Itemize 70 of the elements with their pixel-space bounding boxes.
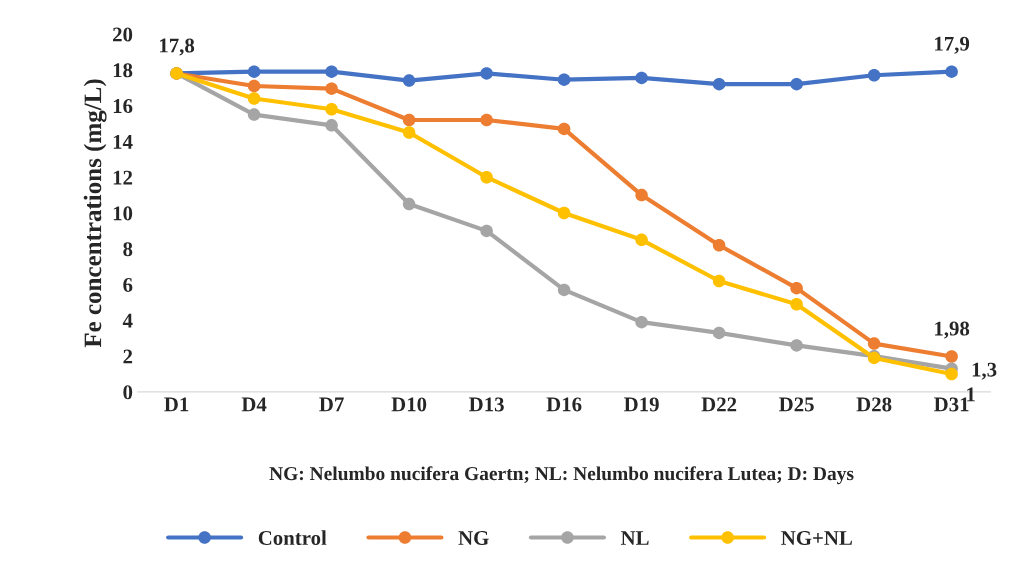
point xyxy=(480,67,493,80)
y-tick-label: 2 xyxy=(123,349,133,364)
y-axis-title: Fe concentrations (mg/L) xyxy=(83,79,107,348)
point xyxy=(790,339,803,352)
point xyxy=(945,367,958,381)
point xyxy=(480,170,493,184)
point xyxy=(635,71,648,85)
x-tick-label: D1 xyxy=(164,397,189,412)
point xyxy=(325,82,338,95)
point xyxy=(635,188,648,202)
point xyxy=(247,79,261,93)
point xyxy=(247,92,261,105)
point xyxy=(247,65,261,78)
x-tick-label: D25 xyxy=(779,397,814,412)
legend-label: NG xyxy=(458,531,489,546)
point xyxy=(790,281,803,295)
y-tick-label: 20 xyxy=(113,27,133,42)
x-tick-label: D7 xyxy=(319,397,344,412)
point xyxy=(712,274,726,288)
legend-label: NG+NL xyxy=(781,531,852,546)
point xyxy=(945,65,958,78)
point xyxy=(402,74,416,87)
data-label: 1 xyxy=(967,387,975,402)
point xyxy=(790,77,803,91)
point xyxy=(867,68,881,82)
y-tick-label: 4 xyxy=(122,313,133,328)
x-tick-label: D13 xyxy=(469,397,504,412)
point xyxy=(712,238,726,252)
data-label: 17,8 xyxy=(160,38,195,56)
y-tick-label: 0 xyxy=(123,385,133,400)
point xyxy=(480,224,493,238)
point xyxy=(480,113,493,127)
x-tick-label: D4 xyxy=(241,397,267,412)
point xyxy=(557,283,571,297)
point xyxy=(402,113,416,127)
data-label: 1,3 xyxy=(972,362,997,380)
y-tick-label: 8 xyxy=(123,242,133,257)
point xyxy=(402,126,416,139)
point xyxy=(325,102,338,116)
point xyxy=(557,122,571,136)
point xyxy=(325,119,338,132)
y-tick-label: 14 xyxy=(113,134,133,149)
point xyxy=(945,350,958,363)
y-tick-label: 16 xyxy=(113,99,133,114)
y-tick-label: 10 xyxy=(113,206,133,221)
y-tick-label: 12 xyxy=(113,170,133,185)
point xyxy=(402,197,416,211)
point xyxy=(790,298,803,311)
legend-label: NL xyxy=(620,531,649,545)
x-tick-label: D22 xyxy=(701,397,737,412)
x-tick-label: D19 xyxy=(624,397,659,412)
point xyxy=(712,77,726,91)
point xyxy=(635,233,648,247)
x-tick-label: D28 xyxy=(856,397,892,412)
point xyxy=(712,326,726,340)
y-tick-label: 6 xyxy=(123,278,133,292)
point xyxy=(867,337,881,350)
legend-label: Control xyxy=(258,530,327,546)
x-tick-label: D10 xyxy=(391,397,427,412)
data-label: 17,9 xyxy=(935,36,970,54)
point xyxy=(635,315,648,329)
point xyxy=(325,65,338,78)
text: NG: Nelumbo nucifera Gaertn; NL: Nelumbo nucifera Lutea; D: Days xyxy=(269,466,854,485)
point xyxy=(557,206,571,220)
point xyxy=(247,108,261,121)
x-tick-label: D31 xyxy=(934,397,969,412)
point xyxy=(557,73,571,86)
data-label: 1,98 xyxy=(935,321,970,339)
y-tick-label: 18 xyxy=(113,63,133,78)
x-tick-label: D16 xyxy=(546,397,582,412)
